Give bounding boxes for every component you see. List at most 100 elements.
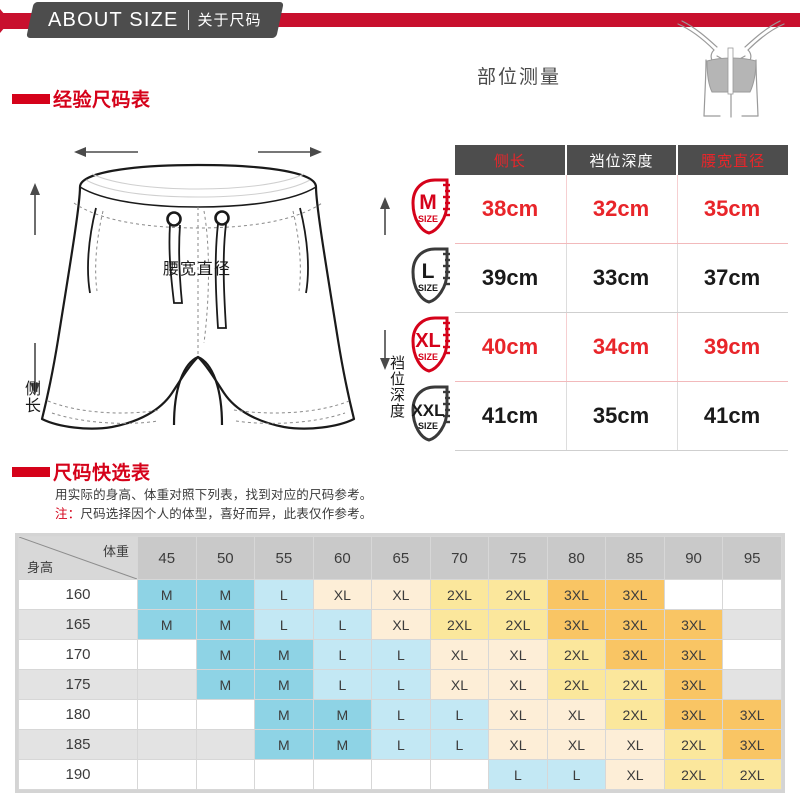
grid-cell-190-55 [254, 759, 314, 790]
size-badge-xl: XL SIZE [403, 313, 455, 377]
grid-cell-160-50: M [195, 579, 256, 610]
size-m-waist-width: 35cm [677, 175, 788, 243]
section-title-quick-label: 尺码快选表 [53, 463, 151, 484]
quick-select-size-grid: 体重 身高 45 50 55 60 65 70 75 80 85 90 95 160 M M L XL XL 2… [15, 533, 785, 793]
grid-cell-190-50 [195, 759, 256, 790]
grid-cell-170-95 [722, 639, 782, 670]
grid-row-180: 180 M M L L XL XL 2XL 3XL 3XL [18, 699, 782, 730]
grid-weight-label: 体重 [102, 544, 129, 559]
grid-cell-165-50: M [195, 609, 256, 640]
grid-cell-185-55: M [254, 729, 314, 760]
experience-size-table: 侧长 裆位深度 腰宽直径 M SIZE 38cm 32cm 35cm [411, 145, 788, 451]
grid-cell-180-50 [195, 699, 256, 730]
grid-cell-170-85: 3XL [605, 639, 665, 670]
crotch-depth-label: 裆位深度 [388, 355, 405, 419]
grid-cell-170-50: M [195, 639, 256, 670]
quick-select-note-body: 尺码选择因个人的体型，喜好而异，此表仅作参考。 [80, 507, 373, 521]
size-xl-side-length: 40cm [481, 334, 539, 359]
grid-cell-160-90 [663, 579, 724, 610]
size-table-row-xxl: XXL SIZE 41cm 35cm 41cm [411, 382, 788, 451]
size-xxl-side-length: 41cm [481, 403, 539, 428]
grid-cell-170-80: 2XL [546, 639, 607, 670]
grid-weight-col-70: 70 [429, 536, 490, 580]
grid-cell-190-60 [312, 759, 373, 790]
grid-cell-180-55: M [254, 699, 314, 730]
size-badge-l-sub: SIZE [418, 283, 438, 293]
grid-row-175: 175 M M L L XL XL 2XL 2XL 3XL [18, 669, 782, 700]
grid-cell-180-70: L [429, 699, 490, 730]
grid-cell-170-75: XL [488, 639, 548, 670]
grid-cell-185-75: XL [488, 729, 548, 760]
size-table-row-xl: XL SIZE 40cm 34cm 39cm [411, 313, 788, 382]
quick-select-note-2: 注：尺码选择因个人的体型，喜好而异，此表仅作参考。 [55, 503, 373, 522]
grid-cell-165-55: L [254, 609, 314, 640]
grid-cell-170-60: L [312, 639, 373, 670]
grid-cell-180-90: 3XL [663, 699, 724, 730]
corner-diagonal-icon [19, 537, 137, 579]
grid-cell-165-90: 3XL [663, 609, 724, 640]
grid-cell-160-95 [722, 579, 782, 610]
size-badge-m: M SIZE [403, 175, 455, 239]
size-badge-m-sub: SIZE [418, 214, 438, 224]
grid-cell-170-90: 3XL [663, 639, 724, 670]
grid-cell-185-60: M [312, 729, 373, 760]
grid-cell-185-80: XL [546, 729, 607, 760]
size-badge-m-text: M [419, 191, 437, 214]
grid-cell-175-70: XL [429, 669, 490, 700]
grid-height-label-165: 165 [18, 609, 138, 640]
section-title-quick-select: 尺码快选表 [12, 458, 151, 485]
size-badge-xxl-sub: SIZE [418, 421, 438, 431]
grid-cell-175-65: L [371, 669, 431, 700]
grid-cell-175-80: 2XL [546, 669, 607, 700]
shorts-measurement-diagram: 腰宽直径 侧长 裆位深度 [8, 125, 418, 445]
grid-weight-col-45: 45 [137, 536, 197, 580]
grid-row-170: 170 M M L L XL XL 2XL 3XL 3XL [18, 639, 782, 670]
grid-cell-180-95: 3XL [722, 699, 782, 730]
grid-cell-185-50 [195, 729, 256, 760]
quick-select-note-prefix: 注： [55, 507, 81, 521]
size-table-header-side-length: 侧长 [455, 145, 567, 175]
grid-cell-185-85: XL [605, 729, 665, 760]
size-table-header-row: 侧长 裆位深度 腰宽直径 [455, 145, 788, 175]
grid-cell-160-60: XL [312, 579, 373, 610]
grid-height-label-180: 180 [18, 699, 138, 730]
grid-cell-175-75: XL [488, 669, 548, 700]
grid-cell-190-95: 2XL [722, 759, 782, 790]
grid-cell-160-75: 2XL [488, 579, 548, 610]
grid-cell-170-55: M [254, 639, 314, 670]
section-title-experience: 经验尺码表 [12, 85, 151, 112]
grid-cell-190-65 [371, 759, 431, 790]
grid-height-label-190: 190 [18, 759, 138, 790]
size-l-crotch-depth: 33cm [566, 244, 677, 312]
size-grid-body: 160 M M L XL XL 2XL 2XL 3XL 3XL 165 M M L L XL 2XL 2XL 3XL… [18, 579, 782, 790]
grid-row-185: 185 M M L L XL XL XL 2XL 3XL [18, 729, 782, 760]
grid-weight-col-85: 85 [605, 536, 665, 580]
grid-cell-175-60: L [312, 669, 373, 700]
grid-cell-170-45 [137, 639, 197, 670]
grid-cell-185-95: 3XL [722, 729, 782, 760]
grid-weight-col-55: 55 [254, 536, 314, 580]
size-xxl-waist-width: 41cm [677, 382, 788, 450]
grid-cell-180-60: M [312, 699, 373, 730]
grid-row-165: 165 M M L L XL 2XL 2XL 3XL 3XL 3XL [18, 609, 782, 640]
grid-cell-160-70: 2XL [429, 579, 490, 610]
size-table-header-waist-width: 腰宽直径 [701, 152, 766, 170]
grid-weight-col-50: 50 [195, 536, 256, 580]
grid-cell-175-95 [722, 669, 782, 700]
size-grid-table: 体重 身高 45 50 55 60 65 70 75 80 85 90 95 160 M M L XL XL 2… [18, 536, 782, 790]
grid-cell-170-65: L [371, 639, 431, 670]
grid-weight-col-65: 65 [371, 536, 431, 580]
grid-cell-180-65: L [371, 699, 431, 730]
grid-height-label: 身高 [27, 560, 54, 575]
size-badge-xl-text: XL [415, 330, 441, 352]
grid-cell-180-80: XL [546, 699, 607, 730]
size-table-row-l: L SIZE 39cm 33cm 37cm [411, 244, 788, 313]
grid-cell-165-60: L [312, 609, 373, 640]
grid-height-label-160: 160 [18, 579, 138, 610]
size-badge-l: L SIZE [403, 244, 455, 308]
grid-cell-180-45 [137, 699, 197, 730]
grid-cell-160-45: M [137, 579, 197, 610]
waist-width-label: 腰宽直径 [163, 261, 232, 278]
grid-weight-col-60: 60 [312, 536, 373, 580]
page-banner: ABOUT SIZE 关于尺码 [0, 0, 800, 40]
